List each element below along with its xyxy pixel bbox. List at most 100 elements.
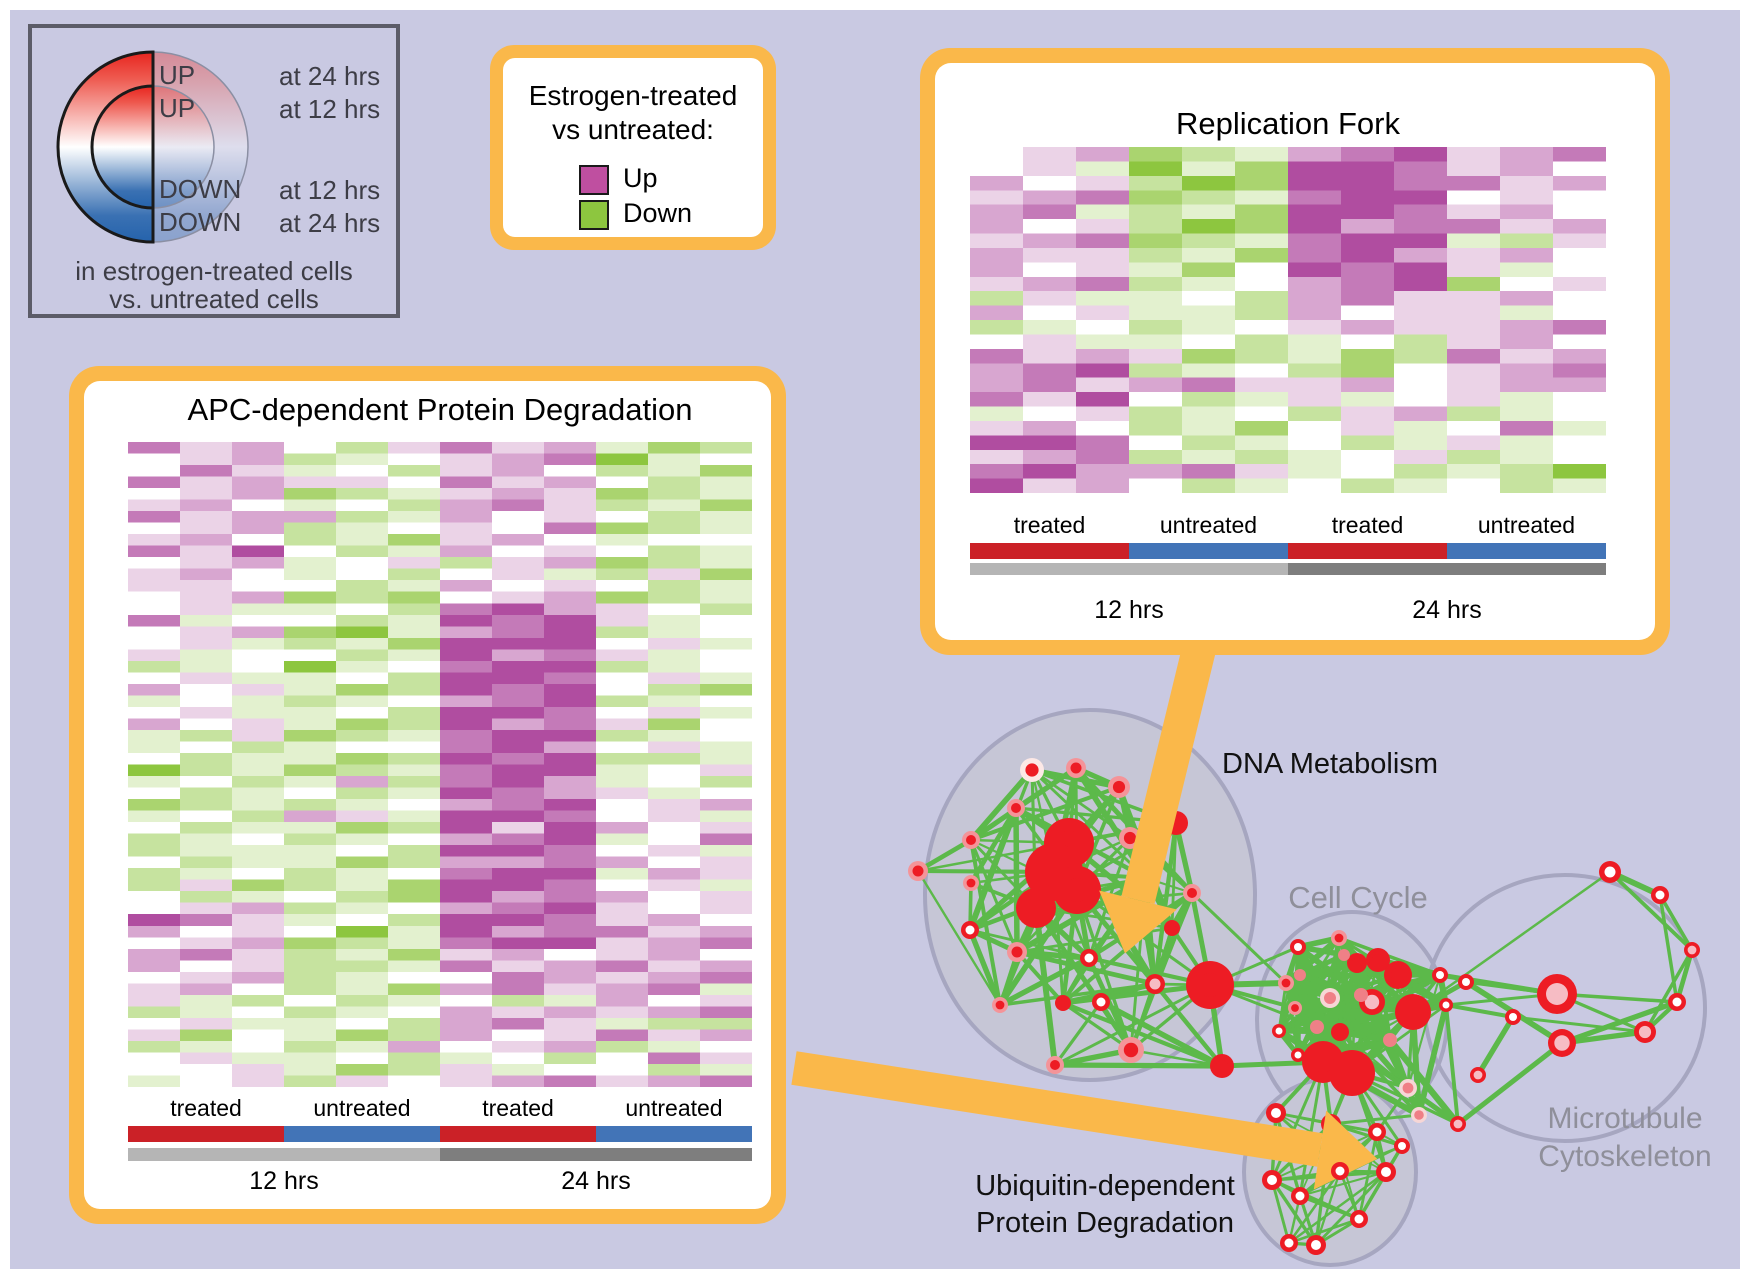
heatmap-cell [970,233,1024,249]
heatmap-cell [700,614,752,627]
down-24-dir: DOWN [159,207,242,237]
heatmap-cell [336,799,389,812]
heatmap-cell [970,478,1024,493]
heatmap-cell [492,614,545,627]
heatmap-cell [544,476,597,489]
heatmap-cell [128,614,181,627]
heatmap-cell [700,718,752,731]
apc-group-label: treated [170,1095,242,1121]
heatmap-cell [1129,392,1183,408]
heatmap-cell [700,695,752,708]
heatmap-cell [1235,147,1289,162]
heatmap-cell [128,591,181,604]
heatmap-cell [284,649,337,662]
heatmap-cell [700,465,752,478]
heatmap-cell [700,753,752,766]
heatmap-cell [440,729,493,742]
heatmap-cell [1341,406,1395,422]
heatmap-cell [1023,420,1077,436]
heatmap-cell [700,810,752,823]
heatmap-cell [336,971,389,984]
heatmap-cell [970,320,1024,335]
heatmap-cell [180,476,233,489]
heatmap-cell [648,879,701,892]
down-12-time: at 12 hrs [279,175,381,205]
heatmap-cell [1129,377,1183,393]
heatmap-cell [700,937,752,950]
heatmap-cell [1182,334,1236,350]
heatmap-cell [388,799,441,812]
heatmap-cell [1235,464,1289,480]
heatmap-cell [232,476,285,489]
heatmap-cell [492,799,545,812]
heatmap-cell [180,672,233,685]
heatmap-cell [1500,377,1554,393]
heatmap-cell [128,845,181,858]
heatmap-cell [440,902,493,915]
heatmap-cell [596,603,649,616]
heatmap-cell [336,753,389,766]
heatmap-cell [180,937,233,950]
heatmap-cell [180,729,233,742]
heatmap-cell [1394,406,1448,422]
heatmap-cell [336,626,389,639]
heatmap-cell [388,706,441,719]
heatmap-cell [1023,363,1077,379]
heatmap-cell [648,453,701,466]
heatmap-cell [492,822,545,835]
heatmap-cell [1182,219,1236,235]
heatmap-cell [336,534,389,547]
heatmap-cell [1553,190,1606,206]
heatmap-cell [284,1064,337,1077]
heatmap-cell [1553,175,1606,191]
heatmap-cell [596,983,649,996]
heatmap-cell [700,660,752,673]
heatmap-cell [1341,464,1395,480]
heatmap-cell [648,753,701,766]
heatmap-cell [388,614,441,627]
heatmap-cell [648,476,701,489]
heatmap-cell [388,522,441,535]
heatmap-cell [232,902,285,915]
treatment-bar-segment [284,1126,440,1142]
apc-group-label: treated [482,1095,554,1121]
heatmap-cell [596,856,649,869]
heatmap-cell [1394,305,1448,321]
heatmap-cell [1500,392,1554,408]
heatmap-cell [1500,276,1554,292]
heatmap-cell [1288,392,1342,408]
heatmap-cell [388,822,441,835]
heatmap-cell [440,591,493,604]
heatmap-cell [180,603,233,616]
heatmap-cell [544,971,597,984]
heatmap-cell [596,960,649,973]
heatmap-cell [544,1075,597,1087]
heatmap-cell [1182,190,1236,206]
heatmap-cell [232,1075,285,1087]
heatmap-cell [544,545,597,558]
heatmap-cell [284,902,337,915]
heatmap-cell [492,591,545,604]
heatmap-cell [1341,305,1395,321]
heatmap-cell [700,499,752,512]
heatmap-cell [388,488,441,501]
heatmap-cell [648,856,701,869]
heatmap-cell [1235,392,1289,408]
heatmap-cell [232,960,285,973]
heatmap-cell [1288,377,1342,393]
heatmap-cell [180,787,233,800]
apc-heatmap [128,442,752,1087]
rf-time-label: 24 hrs [1412,596,1482,624]
heatmap-cell [284,1040,337,1053]
heatmap-cell [232,833,285,846]
heatmap-cell [284,1017,337,1030]
heatmap-cell [1553,478,1606,493]
heatmap-cell [492,960,545,973]
heatmap-cell [1447,161,1501,177]
heatmap-cell [596,902,649,915]
heatmap-cell [284,626,337,639]
heatmap-cell [180,499,233,512]
microtubule-cytoskeleton-label: Microtubule Cytoskeleton [1480,1100,1750,1176]
heatmap-cell [596,1064,649,1077]
heatmap-cell [596,868,649,881]
